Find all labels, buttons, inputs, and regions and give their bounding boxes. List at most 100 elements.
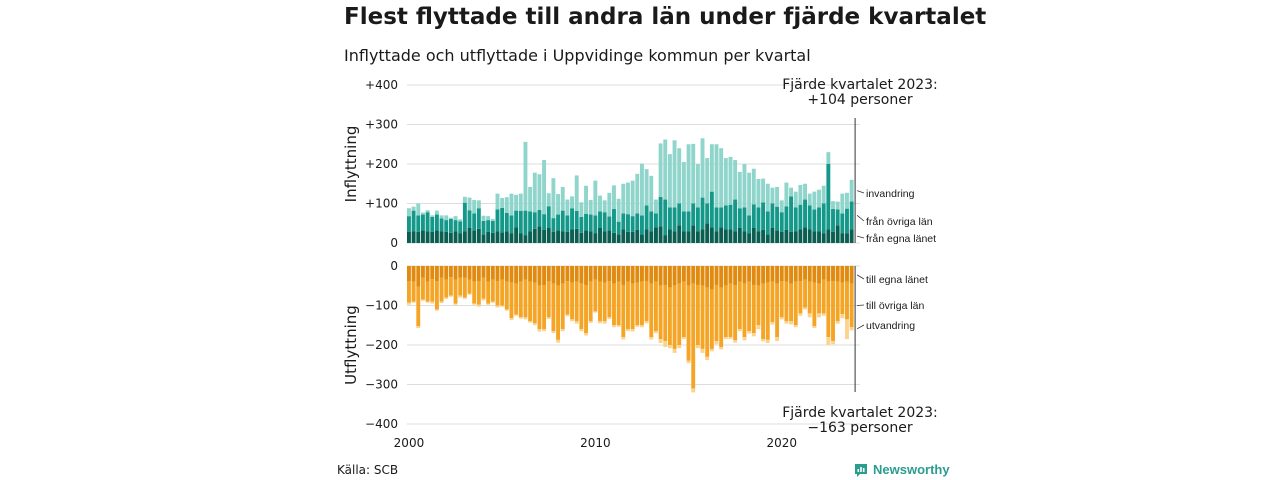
outflow-bar-emigration [500, 305, 505, 307]
outflow-bar-own-county [420, 266, 425, 278]
outflow-bar-emigration [453, 303, 458, 305]
outflow-bar-other-counties [677, 283, 682, 345]
outflow-bar-other-counties [546, 281, 551, 318]
inflow-bar-immigration [709, 144, 714, 192]
outflow-bar-other-counties [579, 283, 584, 330]
inflow-bar-immigration [509, 193, 514, 216]
inflow-bar-immigration [626, 182, 630, 215]
outflow-bar-other-counties [761, 283, 766, 340]
outflow-bar-other-counties [439, 277, 444, 302]
inflow-bar-immigration [826, 152, 831, 164]
inflow-bar-own-county [705, 223, 710, 243]
inflow-bar-immigration [420, 212, 425, 215]
inflow-bar-other-counties [681, 211, 686, 232]
outflow-bar-other-counties [705, 287, 710, 357]
inflow-bar-own-county [546, 227, 551, 243]
inflow-bar-own-county [537, 226, 542, 243]
inflow-bar-immigration [747, 172, 752, 216]
outflow-bar-other-counties [798, 281, 803, 314]
outflow-bar-own-county [537, 266, 542, 286]
outflow-bar-own-county [640, 266, 644, 282]
outflow-bar-own-county [761, 266, 766, 284]
inflow-bar-own-county [761, 229, 766, 243]
inflow-bar-own-county [434, 230, 439, 243]
inflow-bar-immigration [705, 158, 710, 204]
inflow-bar-other-counties [775, 206, 780, 231]
inflow-bar-other-counties [793, 207, 798, 232]
outflow-bar-other-counties [621, 284, 626, 338]
outflow-bar-emigration [523, 317, 528, 320]
outflow-bar-own-county [798, 266, 803, 282]
inflow-bar-immigration [588, 199, 593, 215]
outflow-bar-own-county [644, 266, 649, 282]
outflow-bar-other-counties [434, 281, 439, 310]
outflow-bar-other-counties [495, 281, 500, 306]
inflow-bar-immigration [462, 196, 467, 203]
outflow-bar-emigration [751, 333, 756, 337]
outflow-bar-own-county [686, 266, 691, 286]
inflow-bar-other-counties [560, 210, 565, 232]
inflow-bar-own-county [504, 231, 509, 243]
outflow-bar-emigration [458, 295, 463, 298]
outflow-bar-own-county [551, 266, 556, 284]
outflow-bar-emigration [770, 322, 775, 325]
outflow-bar-own-county [598, 266, 602, 282]
outflow-bar-emigration [747, 331, 752, 334]
inflow-bar-other-counties [523, 210, 528, 236]
outflow-bar-other-counties [807, 281, 812, 314]
outflow-bar-emigration [649, 337, 654, 340]
inflow-bar-immigration [779, 200, 784, 213]
inflow-bar-own-county [784, 229, 789, 243]
outflow-bar-own-county [672, 266, 677, 286]
outflow-bar-own-county [700, 266, 705, 286]
inflow-bar-own-county [607, 230, 612, 243]
inflow-bar-own-county [728, 229, 733, 243]
inflow-bar-immigration [593, 180, 598, 216]
outflow-bar-emigration [667, 345, 672, 349]
inflow-bar-other-counties [504, 212, 509, 232]
outflow-bar-other-counties [733, 284, 738, 341]
inflow-bar-immigration [817, 189, 821, 208]
inflow-bar-other-counties [658, 196, 663, 227]
outflow-bar-emigration [425, 301, 430, 303]
inflow-bar-own-county [495, 231, 500, 243]
inflow-bar-own-county [770, 227, 775, 243]
inflow-bar-immigration [737, 171, 742, 209]
newsworthy-logo-icon [855, 463, 867, 477]
inflow-bar-other-counties [630, 216, 635, 232]
inflow-bar-immigration [835, 201, 840, 210]
outflow-bar-emigration [444, 297, 449, 299]
inflow-bar-other-counties [798, 204, 803, 230]
outflow-bar-own-county [765, 266, 770, 283]
brand-logo[interactable]: Newsworthy [854, 462, 950, 477]
outflow-annotation: Fjärde kvartalet 2023: [782, 405, 938, 421]
outflow-bar-other-counties [812, 282, 817, 327]
inflow-bar-own-county [644, 229, 649, 243]
outflow-bar-emigration [630, 329, 635, 332]
outflow-bar-own-county [523, 266, 528, 280]
outflow-bar-own-county [831, 266, 835, 282]
inflow-bar-other-counties [835, 209, 840, 226]
inflow-bar-other-counties [672, 207, 677, 232]
outflow-bar-own-county [504, 266, 509, 282]
inflow-bar-other-counties [453, 220, 458, 232]
outflow-bar-other-counties [714, 284, 719, 342]
outflow-bar-other-counties [467, 279, 472, 294]
outflow-bar-emigration [686, 360, 691, 364]
inflow-y-tick-label: 0 [390, 236, 398, 250]
outflow-bar-emigration [672, 348, 677, 353]
outflow-bar-own-county [560, 266, 565, 284]
outflow-bar-emigration [584, 333, 588, 336]
outflow-bar-other-counties [509, 282, 514, 319]
outflow-bar-other-counties [556, 285, 561, 340]
inflow-series-label: från egna länet [866, 233, 936, 245]
outflow-bar-own-county [691, 266, 696, 284]
outflow-bar-other-counties [789, 283, 794, 322]
outflow-bar-emigration [840, 314, 845, 319]
outflow-bar-own-county [695, 266, 700, 285]
outflow-bar-other-counties [765, 282, 770, 340]
outflow-bar-emigration [430, 301, 435, 304]
outflow-bar-other-counties [742, 283, 747, 338]
outflow-annotation: −163 personer [807, 420, 913, 436]
